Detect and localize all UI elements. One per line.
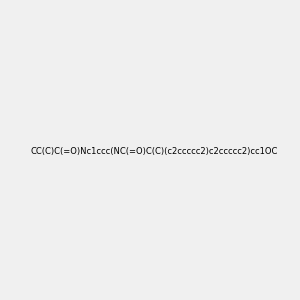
- Text: CC(C)C(=O)Nc1ccc(NC(=O)C(C)(c2ccccc2)c2ccccc2)cc1OC: CC(C)C(=O)Nc1ccc(NC(=O)C(C)(c2ccccc2)c2c…: [30, 147, 278, 156]
